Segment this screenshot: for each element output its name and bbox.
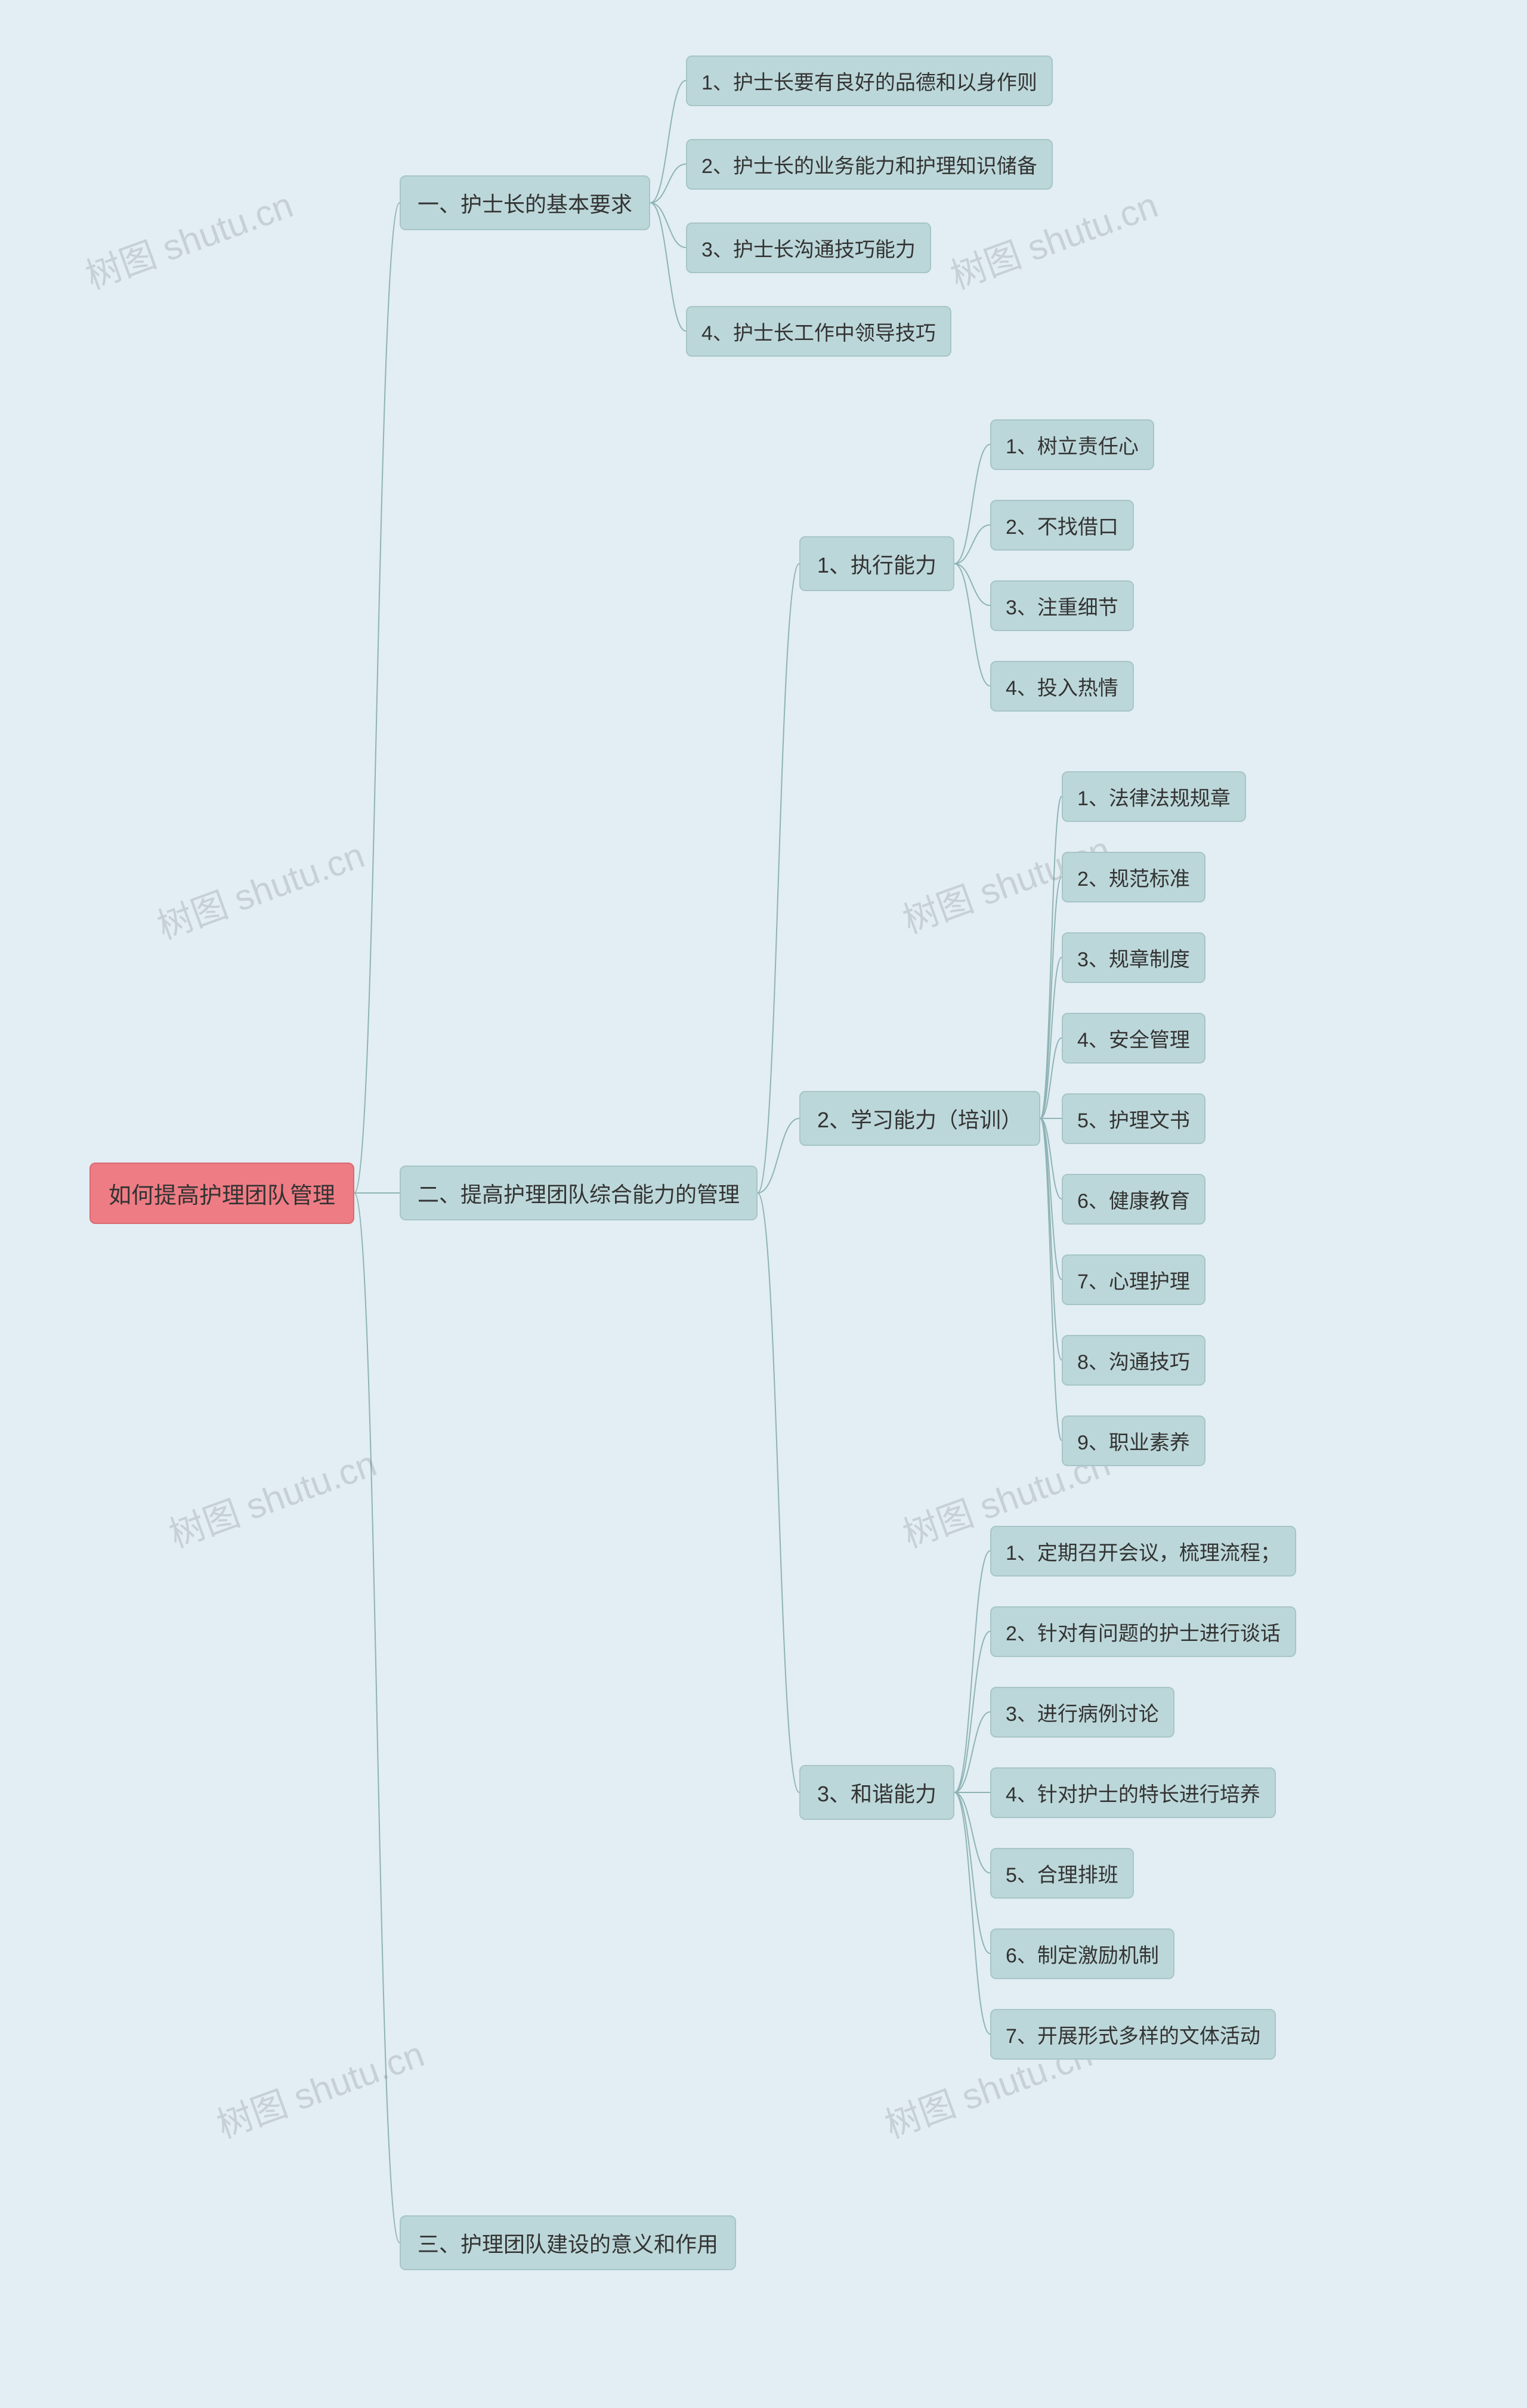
- branch-3-label: 三、护理团队建设的意义和作用: [418, 2227, 718, 2258]
- edge-b2s2-to-b2s2c1: [1040, 796, 1062, 1118]
- edge-b1-to-b1c3: [650, 203, 686, 248]
- branch-2-sub-3-item-5-label: 5、合理排班: [1006, 1859, 1118, 1888]
- edge-b1-to-b1c2: [650, 164, 686, 203]
- edge-b2s2-to-b2s2c3: [1040, 957, 1062, 1118]
- edge-b2s2-to-b2s2c4: [1040, 1038, 1062, 1118]
- branch-1-item-2-label: 2、护士长的业务能力和护理知识储备: [701, 150, 1037, 179]
- branch-2-sub-3-item-6-label: 6、制定激励机制: [1006, 1939, 1159, 1968]
- edge-b2s2-to-b2s2c7: [1040, 1118, 1062, 1279]
- edge-root-to-b3: [354, 1193, 400, 2243]
- branch-2-sub-3-item-5[interactable]: 5、合理排班: [990, 1848, 1134, 1899]
- edge-b2s3-to-b2s3c3: [954, 1712, 990, 1792]
- branch-2-sub-3-item-4-label: 4、针对护士的特长进行培养: [1006, 1778, 1260, 1807]
- edge-b2s2-to-b2s2c2: [1040, 877, 1062, 1118]
- branch-2-sub-2-item-5-label: 5、护理文书: [1077, 1104, 1190, 1133]
- branch-2-sub-1-item-4[interactable]: 4、投入热情: [990, 661, 1134, 712]
- watermark-text: 树图 shutu.cn: [161, 1435, 382, 1558]
- branch-2-sub-2-item-2-label: 2、规范标准: [1077, 863, 1190, 892]
- edge-b2s2-to-b2s2c8: [1040, 1118, 1062, 1360]
- edge-b2s1-to-b2s1c3: [954, 564, 990, 605]
- branch-2-sub-2-item-2[interactable]: 2、规范标准: [1062, 852, 1205, 902]
- edge-b2s3-to-b2s3c1: [954, 1551, 990, 1792]
- watermark-text: 树图 shutu.cn: [78, 177, 299, 299]
- branch-2-sub-1-item-3-label: 3、注重细节: [1006, 591, 1118, 620]
- branch-2-sub-1-item-2[interactable]: 2、不找借口: [990, 500, 1134, 551]
- branch-2[interactable]: 二、提高护理团队综合能力的管理: [400, 1166, 758, 1220]
- branch-2-sub-2-item-9-label: 9、职业素养: [1077, 1426, 1190, 1455]
- branch-2-sub-2-item-3[interactable]: 3、规章制度: [1062, 932, 1205, 983]
- edge-b2s1-to-b2s1c2: [954, 525, 990, 564]
- branch-2-sub-2-item-6[interactable]: 6、健康教育: [1062, 1174, 1205, 1225]
- edge-b2-to-b2s3: [758, 1193, 799, 1792]
- branch-2-sub-3-item-2-label: 2、针对有问题的护士进行谈话: [1006, 1617, 1281, 1646]
- watermark-text: 树图 shutu.cn: [942, 177, 1164, 299]
- branch-2-sub-3-item-7[interactable]: 7、开展形式多样的文体活动: [990, 2009, 1276, 2060]
- branch-2-sub-2-item-4[interactable]: 4、安全管理: [1062, 1013, 1205, 1064]
- branch-1-label: 一、护士长的基本要求: [418, 187, 632, 218]
- branch-2-sub-3-item-6[interactable]: 6、制定激励机制: [990, 1928, 1174, 1979]
- branch-1-item-4-label: 4、护士长工作中领导技巧: [701, 317, 936, 346]
- branch-1-item-3-label: 3、护士长沟通技巧能力: [701, 233, 916, 262]
- edge-b2s3-to-b2s3c2: [954, 1631, 990, 1792]
- edge-b2s3-to-b2s3c6: [954, 1792, 990, 1953]
- edge-b2s2-to-b2s2c9: [1040, 1118, 1062, 1441]
- branch-2-sub-1-item-1[interactable]: 1、树立责任心: [990, 419, 1154, 470]
- branch-2-sub-1[interactable]: 1、执行能力: [799, 536, 954, 591]
- branch-1-item-1[interactable]: 1、护士长要有良好的品德和以身作则: [686, 55, 1053, 106]
- branch-2-sub-2-item-3-label: 3、规章制度: [1077, 943, 1190, 972]
- branch-1-item-1-label: 1、护士长要有良好的品德和以身作则: [701, 66, 1037, 95]
- branch-2-sub-1-item-3[interactable]: 3、注重细节: [990, 580, 1134, 631]
- branch-2-sub-3-item-4[interactable]: 4、针对护士的特长进行培养: [990, 1767, 1276, 1818]
- branch-2-sub-1-item-2-label: 2、不找借口: [1006, 511, 1118, 540]
- branch-2-sub-2-item-7-label: 7、心理护理: [1077, 1265, 1190, 1294]
- watermark-text: 树图 shutu.cn: [149, 827, 370, 950]
- edge-root-to-b1: [354, 203, 400, 1193]
- branch-1-item-2[interactable]: 2、护士长的业务能力和护理知识储备: [686, 139, 1053, 190]
- edge-b2s3-to-b2s3c5: [954, 1792, 990, 1873]
- branch-2-label: 二、提高护理团队综合能力的管理: [418, 1177, 740, 1208]
- edge-b1-to-b1c4: [650, 203, 686, 331]
- branch-2-sub-3-item-1-label: 1、定期召开会议，梳理流程；: [1006, 1537, 1281, 1566]
- branch-2-sub-1-item-1-label: 1、树立责任心: [1006, 430, 1139, 459]
- edge-b2-to-b2s1: [758, 564, 799, 1193]
- branch-2-sub-3-item-7-label: 7、开展形式多样的文体活动: [1006, 2020, 1260, 2049]
- root-node[interactable]: 如何提高护理团队管理: [89, 1163, 354, 1224]
- branch-2-sub-3[interactable]: 3、和谐能力: [799, 1765, 954, 1820]
- watermark-text: 树图 shutu.cn: [209, 2026, 430, 2149]
- branch-2-sub-2-item-1-label: 1、法律法规规章: [1077, 782, 1231, 811]
- branch-2-sub-2-item-8-label: 8、沟通技巧: [1077, 1346, 1190, 1375]
- branch-2-sub-2-item-9[interactable]: 9、职业素养: [1062, 1415, 1205, 1466]
- branch-2-sub-3-label: 3、和谐能力: [817, 1777, 936, 1808]
- branch-2-sub-2-item-4-label: 4、安全管理: [1077, 1024, 1190, 1053]
- branch-1-item-4[interactable]: 4、护士长工作中领导技巧: [686, 306, 951, 357]
- branch-2-sub-3-item-2[interactable]: 2、针对有问题的护士进行谈话: [990, 1606, 1296, 1657]
- branch-3[interactable]: 三、护理团队建设的意义和作用: [400, 2215, 736, 2270]
- edge-b2s2-to-b2s2c6: [1040, 1118, 1062, 1199]
- edge-b2s1-to-b2s1c4: [954, 564, 990, 686]
- edge-b2-to-b2s2: [758, 1118, 799, 1193]
- branch-2-sub-2-item-6-label: 6、健康教育: [1077, 1185, 1190, 1214]
- branch-2-sub-2[interactable]: 2、学习能力（培训）: [799, 1091, 1040, 1146]
- branch-2-sub-2-item-8[interactable]: 8、沟通技巧: [1062, 1335, 1205, 1386]
- branch-2-sub-3-item-3[interactable]: 3、进行病例讨论: [990, 1687, 1174, 1738]
- edge-b2s1-to-b2s1c1: [954, 444, 990, 564]
- branch-2-sub-3-item-3-label: 3、进行病例讨论: [1006, 1698, 1159, 1727]
- branch-2-sub-3-item-1[interactable]: 1、定期召开会议，梳理流程；: [990, 1526, 1296, 1577]
- branch-2-sub-2-item-7[interactable]: 7、心理护理: [1062, 1254, 1205, 1305]
- branch-1[interactable]: 一、护士长的基本要求: [400, 175, 650, 230]
- branch-2-sub-2-item-1[interactable]: 1、法律法规规章: [1062, 771, 1246, 822]
- edge-b2s3-to-b2s3c7: [954, 1792, 990, 2034]
- root-node-label: 如何提高护理团队管理: [109, 1177, 335, 1210]
- branch-2-sub-1-label: 1、执行能力: [817, 548, 936, 579]
- branch-2-sub-2-label: 2、学习能力（培训）: [817, 1103, 1022, 1134]
- branch-1-item-3[interactable]: 3、护士长沟通技巧能力: [686, 222, 931, 273]
- branch-2-sub-1-item-4-label: 4、投入热情: [1006, 672, 1118, 701]
- edge-b1-to-b1c1: [650, 81, 686, 203]
- branch-2-sub-2-item-5[interactable]: 5、护理文书: [1062, 1093, 1205, 1144]
